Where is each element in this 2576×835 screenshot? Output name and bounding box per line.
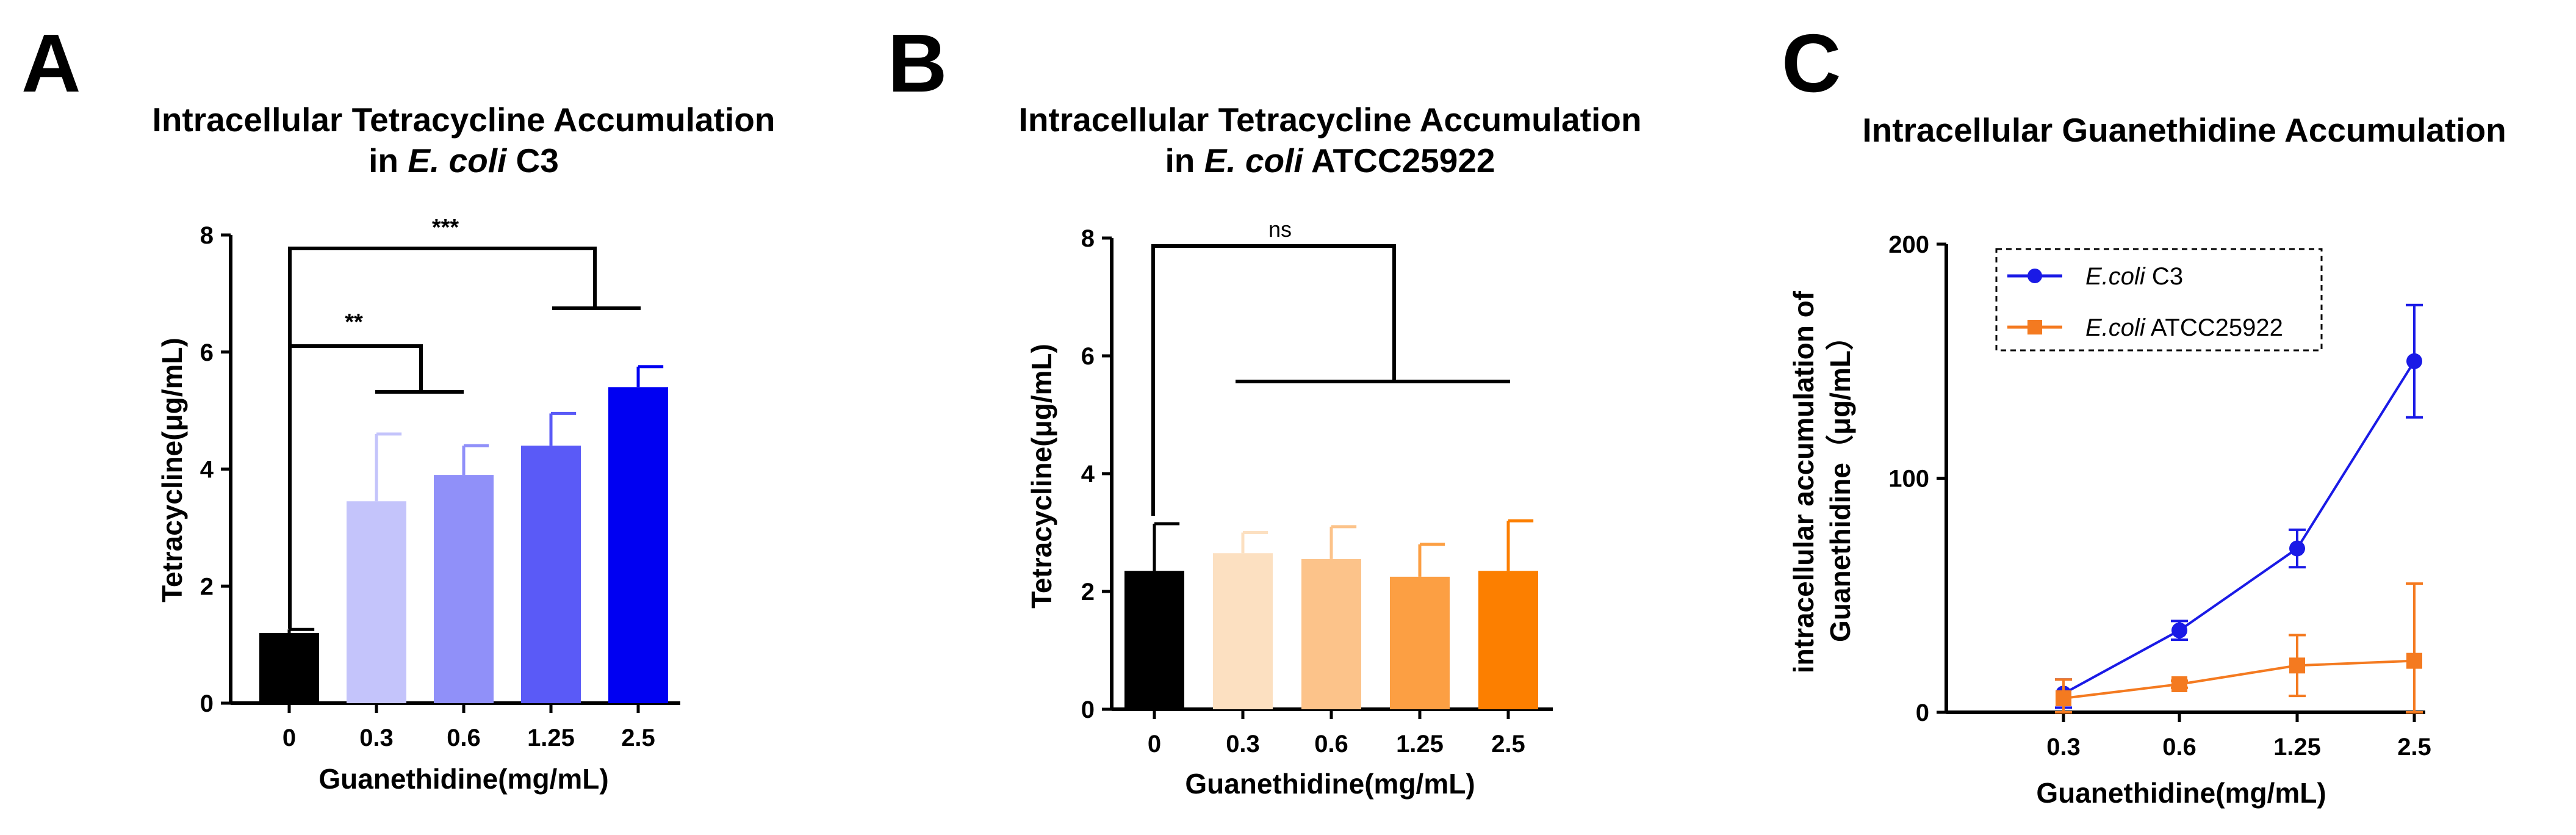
chart-b-bar: [1478, 571, 1538, 709]
panel-letter-c: C: [1782, 17, 1841, 109]
chart-c-series-atcc-point: [2289, 657, 2305, 674]
chart-c-legend-c3-marker: [2027, 269, 2042, 283]
chart-c-y-axis-label-line-2: Guanethidine（μg/mL）: [1824, 322, 1856, 642]
chart-b-title-prefix: in: [1165, 142, 1204, 179]
chart-a-bar: [608, 387, 668, 703]
panel-b: B Intracellular Tetracycline Accumulatio…: [888, 17, 1641, 800]
chart-b-y-tick-label: 8: [1081, 225, 1095, 252]
chart-c-series-atcc-line: [2063, 659, 2415, 699]
chart-c-plot: 0 100 200 0.3 0.6 1.25 2.5: [1888, 231, 2431, 761]
chart-b-y-tick-label: 6: [1081, 343, 1095, 370]
chart-a-x-tick-label: 2.5: [621, 725, 655, 751]
chart-b-bar: [1390, 576, 1450, 709]
chart-b-x-tick-label: 0.6: [1314, 731, 1348, 757]
chart-c-series-atcc-point: [2056, 690, 2071, 706]
chart-a-x-axis-label: Guanethidine(mg/mL): [318, 763, 608, 795]
chart-c-x-tick-label: 0.6: [2162, 734, 2196, 761]
panel-letter-a: A: [21, 17, 81, 109]
chart-a-bar: [347, 501, 406, 703]
chart-a-plot: 0 2 4 6 8 0 0.3 0.6 1.25 2.5: [200, 222, 680, 751]
chart-c-legend-atcc-label: E.coli ATCC25922: [2085, 314, 2283, 341]
chart-c-series-c3-point: [2289, 540, 2305, 557]
chart-b-x-tick-label: 1.25: [1396, 731, 1444, 757]
chart-c-legend-c3-strain: C3: [2145, 263, 2183, 290]
chart-b-y-tick-label: 2: [1081, 579, 1095, 605]
chart-a-title-strain: C3: [506, 142, 559, 179]
chart-b-y-tick-label: 4: [1081, 461, 1095, 488]
chart-a-bracket-triple-star: [288, 247, 597, 629]
chart-b-bar: [1301, 558, 1361, 709]
chart-c-title: Intracellular Guanethidine Accumulation: [1862, 111, 2506, 149]
chart-b-bracket-ns: [1151, 244, 1396, 516]
chart-c-x-tick-label: 1.25: [2273, 734, 2321, 761]
panel-a: A Intracellular Tetracycline Accumulatio…: [21, 17, 775, 795]
chart-b-title-line-1: Intracellular Tetracycline Accumulation: [1019, 101, 1642, 139]
chart-b-title-strain: ATCC25922: [1303, 142, 1495, 179]
chart-a-title-organism: E. coli: [408, 142, 508, 179]
chart-a-bar: [434, 475, 494, 703]
chart-b-bar: [1124, 571, 1184, 709]
chart-a-title-line-2: in E. coli C3: [369, 142, 559, 179]
chart-a-bar: [521, 446, 581, 703]
chart-b-title-organism: E. coli: [1204, 142, 1304, 179]
chart-b-y-axis-label: Tetracycline(μg/mL): [1026, 344, 1057, 609]
chart-a-title-prefix: in: [369, 142, 408, 179]
chart-c-y-tick-label: 200: [1888, 231, 1929, 258]
chart-b-x-tick-label: 0.3: [1226, 731, 1260, 757]
chart-c-legend-atcc-marker: [2027, 320, 2042, 334]
chart-a-x-tick-label: 0: [282, 725, 296, 751]
chart-a-x-tick-label: 1.25: [527, 725, 575, 751]
chart-c-legend-c3-label: E.coli C3: [2085, 263, 2183, 290]
chart-a-y-tick-label: 8: [200, 222, 214, 249]
chart-a-bar: [259, 632, 319, 703]
panel-letter-b: B: [888, 17, 948, 109]
chart-a-bracket-double-star: [290, 344, 423, 392]
chart-a-y-tick-label: 2: [200, 573, 214, 600]
chart-a-significance-double-star: **: [345, 309, 363, 335]
chart-a-y-tick-label: 6: [200, 339, 214, 366]
chart-c-y-tick-label: 100: [1888, 466, 1929, 493]
panel-c: C Intracellular Guanethidine Accumulatio…: [1782, 17, 2506, 809]
chart-b-significance-brackets: [1151, 244, 1510, 516]
chart-b-y-tick-label: 0: [1081, 696, 1095, 723]
chart-a-x-tick-label: 0.6: [447, 725, 481, 751]
chart-c-legend-c3-organism: E.coli: [2085, 263, 2146, 290]
chart-c-series-atcc-point: [2406, 652, 2422, 669]
chart-b-significance-ns: ns: [1268, 217, 1292, 242]
chart-a-y-axis-label: Tetracycline(μg/mL): [156, 338, 188, 602]
chart-c-legend-atcc-organism: E.coli: [2085, 314, 2146, 341]
chart-b-plot: 0 2 4 6 8 0 0.3 0.6 1.25 2.5: [1081, 225, 1553, 757]
chart-c-series-c3-point: [2171, 622, 2187, 638]
chart-b-x-tick-label: 2.5: [1491, 731, 1525, 757]
chart-c-legend: E.coli C3 E.coli ATCC25922: [1995, 248, 2323, 352]
chart-c-x-tick-label: 0.3: [2046, 734, 2081, 761]
chart-c-series-c3-point: [2406, 353, 2422, 369]
chart-c-legend-atcc-strain: ATCC25922: [2145, 314, 2283, 341]
chart-c-y-tick-label: 0: [1916, 699, 1929, 726]
chart-c-series-c3-line: [2063, 360, 2416, 695]
chart-a-x-tick-label: 0.3: [359, 725, 394, 751]
chart-c-x-tick-label: 2.5: [2397, 734, 2431, 761]
chart-a-y-tick-label: 4: [200, 457, 214, 483]
chart-c-series-atcc-point: [2171, 676, 2187, 692]
chart-b-x-axis-label: Guanethidine(mg/mL): [1185, 768, 1475, 800]
chart-b-bar: [1213, 553, 1273, 709]
chart-b-title-line-2: in E. coli ATCC25922: [1165, 142, 1495, 179]
chart-c-x-axis-label: Guanethidine(mg/mL): [2036, 777, 2326, 809]
chart-a-significance-triple-star: ***: [432, 215, 459, 240]
chart-a-title-line-1: Intracellular Tetracycline Accumulation: [153, 101, 775, 139]
chart-a-y-tick-label: 0: [200, 690, 214, 717]
chart-a-significance-brackets: [288, 247, 641, 629]
chart-c-legend-box: [1995, 248, 2323, 352]
chart-c-y-axis-label-line-1: intracellular accumulation of: [1788, 291, 1819, 673]
chart-b-x-tick-label: 0: [1148, 731, 1161, 757]
